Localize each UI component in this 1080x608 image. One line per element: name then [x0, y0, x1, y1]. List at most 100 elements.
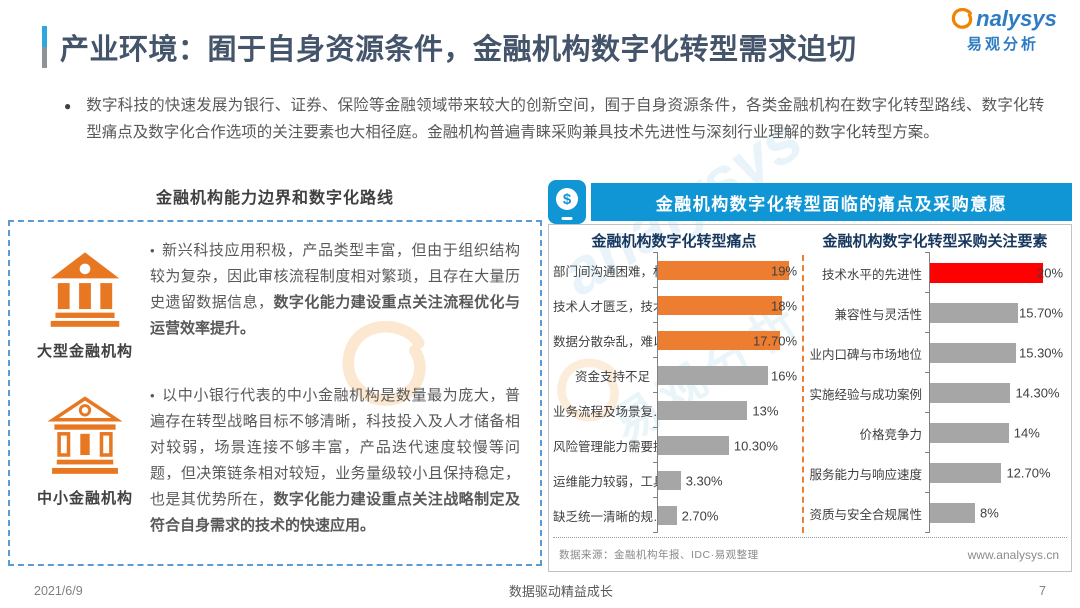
- bar-value-label: 2.70%: [681, 508, 719, 523]
- bar-value-label: 8%: [980, 505, 999, 521]
- right-panel-banner-row: $ 金融机构数字化转型面临的痛点及采购意愿: [548, 180, 1072, 224]
- bar-category-label: 实施经验与成功案例: [809, 387, 922, 402]
- bank-solid-icon: [50, 252, 120, 327]
- bullet-icon: ●: [64, 99, 72, 113]
- bar-value-label: 13%: [752, 403, 779, 418]
- bar-value-label: 18%: [771, 298, 798, 313]
- bar-track: 15.70%: [925, 292, 1065, 333]
- source-separator: [553, 537, 1067, 538]
- chart-bar-row: 部门间沟通困难，权… 19%: [553, 252, 799, 288]
- institution-label: 大型金融机构: [36, 343, 133, 360]
- bar-value-label: 3.30%: [685, 473, 723, 488]
- bar: [930, 303, 1019, 323]
- bar-track: 10.30%: [653, 427, 799, 463]
- chart-bar-row: 兼容性与灵活性 15.70%: [807, 292, 1065, 333]
- bar-category-label: 服务能力与响应速度: [809, 467, 922, 482]
- footer-date: 2021/6/9: [34, 583, 83, 598]
- data-source: 数据来源：金融机构年报、IDC·易观整理: [559, 549, 759, 561]
- title-accent-bar: [42, 26, 47, 68]
- chart-bar-row: 缺乏统一清晰的规… 2.70%: [553, 497, 799, 533]
- charts-panel: 金融机构数字化转型痛点 金融机构数字化转型采购关注要素 部门间沟通困难，权… 19…: [548, 224, 1072, 572]
- bar-value-label: 10.30%: [733, 438, 778, 453]
- logo-text-en: nalysys: [976, 6, 1057, 31]
- bar-category-label: 兼容性与灵活性: [834, 307, 922, 322]
- bar: [930, 263, 1043, 283]
- bar-value-label: 16%: [771, 368, 798, 383]
- bar-track: 16%: [653, 357, 799, 393]
- chart-bar-row: 数据分散杂乱，难以… 17.70%: [553, 322, 799, 358]
- page-title: 产业环境：囿于自身资源条件，金融机构数字化转型需求迫切: [60, 34, 857, 66]
- bar: [658, 436, 729, 455]
- bar-category-label: 价格竞争力: [859, 427, 922, 442]
- chart-bar-row: 技术水平的先进性 20%: [807, 252, 1065, 293]
- chart-bar-row: 服务能力与响应速度 12.70%: [807, 452, 1065, 493]
- bar-track: 14.30%: [925, 372, 1065, 413]
- bar-track: 12.70%: [925, 452, 1065, 493]
- bar-track: 13%: [653, 392, 799, 428]
- bar: [930, 423, 1009, 443]
- chart-bar-row: 价格竞争力 14%: [807, 412, 1065, 453]
- chart-title-procurement: 金融机构数字化转型采购关注要素: [822, 233, 1048, 250]
- bar-value-label: 15.30%: [1019, 345, 1064, 361]
- right-panel-title: 金融机构数字化转型面临的痛点及采购意愿: [591, 183, 1072, 221]
- institution-description: • 以中小银行代表的中小金融机构是数量最为庞大，普遍存在转型战略目标不够清晰，科技…: [146, 383, 530, 539]
- bar-category-label: 技术人才匮乏，技术…: [553, 300, 657, 314]
- description-bold: 数字化能力建设重点关注战略制定及符合自身需求的技术的快速应用。: [150, 491, 520, 534]
- bar: [658, 261, 789, 280]
- left-panel: 大型金融机构 • 新兴科技应用积极，产品类型丰富，但由于组织结构较为复杂，因此审核…: [8, 220, 542, 566]
- intro-text: 数字科技的快速发展为银行、证券、保险等金融领域带来较大的创新空间，囿于自身资源条…: [86, 97, 1045, 141]
- description-normal: 以中小银行代表的中小金融机构是数量最为庞大，普遍存在转型战略目标不够清晰，科技投…: [150, 387, 520, 508]
- bar-track: 20%: [925, 252, 1065, 293]
- left-panel-title: 金融机构能力边界和数字化路线: [155, 190, 394, 207]
- chart-bar-row: 风险管理能力需要提高 10.30%: [553, 427, 799, 463]
- charts-area: 部门间沟通困难，权… 19% 技术人才匮乏，技术… 18% 数据分散杂乱，难以… 17.7…: [553, 252, 1065, 533]
- institution-icon-block: 大型金融机构: [24, 238, 146, 361]
- phone-home-bar: [561, 217, 573, 220]
- logo-text-cn: 易观分析: [966, 36, 1039, 53]
- bar: [658, 506, 677, 525]
- bar-value-label: 17.70%: [753, 333, 798, 348]
- bar-category-label: 资质与安全合规属性: [809, 507, 922, 522]
- bar-category-label: 数据分散杂乱，难以…: [553, 335, 657, 349]
- bar: [930, 503, 975, 523]
- bar-track: 18%: [653, 287, 799, 323]
- bar-category-label: 业内口碑与市场地位: [809, 347, 922, 362]
- chart-bar-row: 实施经验与成功案例 14.30%: [807, 372, 1065, 413]
- source-row: 数据来源：金融机构年报、IDC·易观整理 www.analysys.cn: [559, 547, 1059, 562]
- bar: [930, 463, 1002, 483]
- header: 产业环境：囿于自身资源条件，金融机构数字化转型需求迫切: [42, 26, 857, 68]
- bullet-icon: •: [150, 243, 155, 258]
- chart-bar-row: 资质与安全合规属性 8%: [807, 492, 1065, 533]
- bar-value-label: 19%: [771, 263, 798, 278]
- procurement-bar-chart: 技术水平的先进性 20% 兼容性与灵活性 15.70% 业内口碑与市场地位 15.30% 实…: [807, 252, 1065, 533]
- chart-divider: [802, 255, 804, 533]
- bar-track: 2.70%: [653, 497, 799, 533]
- bar-value-label: 12.70%: [1006, 465, 1051, 481]
- bar-value-label: 15.70%: [1019, 305, 1064, 321]
- bar-category-label: 部门间沟通困难，权…: [553, 265, 657, 279]
- bar-category-label: 风险管理能力需要提高: [553, 440, 657, 454]
- institution-row-small: 中小金融机构 • 以中小银行代表的中小金融机构是数量最为庞大，普遍存在转型战略目标…: [10, 361, 540, 539]
- bar-track: 3.30%: [653, 462, 799, 498]
- bullet-icon: •: [150, 388, 155, 403]
- bar-value-label: 20%: [1037, 265, 1064, 281]
- bar: [930, 343, 1017, 363]
- bar-category-label: 缺乏统一清晰的规…: [553, 510, 657, 524]
- analysys-logo: nalysys 易观分析: [940, 6, 1066, 54]
- bar-category-label: 资金支持不足: [574, 370, 650, 384]
- chart-bar-row: 技术人才匮乏，技术… 18%: [553, 287, 799, 323]
- intro-paragraph: ● 数字科技的快速发展为银行、证券、保险等金融领域带来较大的创新空间，囿于自身资…: [64, 92, 1054, 146]
- bar-value-label: 14.30%: [1015, 385, 1060, 401]
- bar-track: 8%: [925, 492, 1065, 533]
- bar-value-label: 14%: [1013, 425, 1040, 441]
- bar: [658, 401, 748, 420]
- chart-bar-row: 业内口碑与市场地位 15.30%: [807, 332, 1065, 373]
- bar-track: 17.70%: [653, 322, 799, 358]
- bar-track: 15.30%: [925, 332, 1065, 373]
- page-number: 7: [1039, 583, 1046, 598]
- chart-titles: 金融机构数字化转型痛点 金融机构数字化转型采购关注要素: [549, 230, 1071, 251]
- dollar-coin-icon: $: [556, 188, 578, 210]
- institution-description: • 新兴科技应用积极，产品类型丰富，但由于组织结构较为复杂，因此审核流程制度相对繁…: [146, 238, 530, 361]
- footer: 2021/6/9 数据驱动精益成长 7: [34, 581, 1046, 600]
